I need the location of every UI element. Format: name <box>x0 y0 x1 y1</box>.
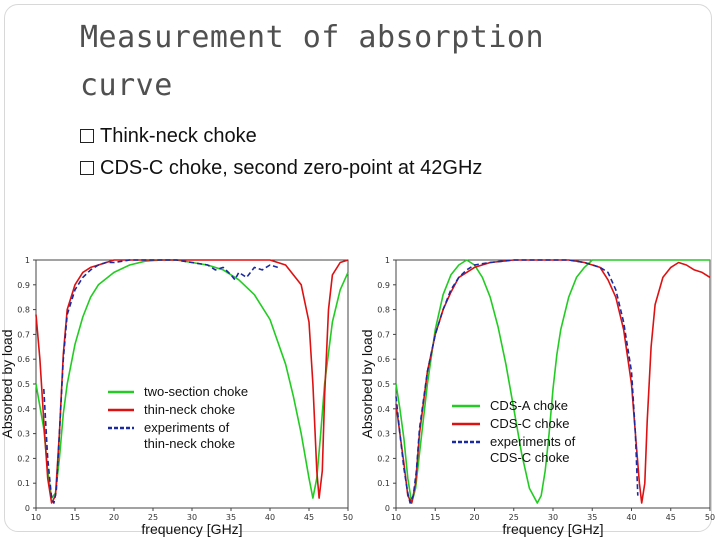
legend-label: thin-neck choke <box>144 402 235 417</box>
y-tick-label: 0.7 <box>17 330 30 339</box>
series-line-0 <box>35 259 349 499</box>
y-tick-label: 1 <box>385 256 390 265</box>
bullet-list: Think-neck choke CDS-C choke, second zer… <box>80 120 482 184</box>
y-tick-label: 0.7 <box>377 330 390 339</box>
x-tick-label: 15 <box>430 513 440 522</box>
legend-label: CDS-C choke <box>490 416 569 431</box>
legend-label: two-section choke <box>144 384 248 399</box>
x-tick-label: 10 <box>391 513 401 522</box>
bullet-text: CDS-C choke, second zero-point at 42GHz <box>100 156 483 179</box>
y-tick-label: 0.3 <box>17 430 30 439</box>
legend-label: CDS-C choke <box>490 450 569 465</box>
title-line-2: curve <box>80 68 173 103</box>
x-tick-label: 10 <box>31 513 41 522</box>
y-axis-title: Absorbed by load <box>360 330 375 439</box>
series-line-2 <box>395 259 639 504</box>
x-tick-label: 30 <box>187 513 197 522</box>
title-line-1: Measurement of absorption <box>80 20 545 55</box>
x-tick-label: 25 <box>148 513 158 522</box>
legend-label: CDS-A choke <box>490 398 568 413</box>
checkbox-bullet-icon <box>80 129 94 143</box>
y-tick-label: 0.6 <box>377 355 390 364</box>
series-line-1 <box>35 259 349 504</box>
chart-thin-neck: 1 0.9 0.8 0.7 0.6 0.5 0.4 0.3 0.2 0.1 0 10 15 20 25 30 3… <box>0 248 360 540</box>
checkbox-bullet-icon <box>80 161 94 175</box>
y-tick-label: 1 <box>25 256 30 265</box>
x-tick-label: 20 <box>469 513 479 522</box>
bullet-item: Think-neck choke <box>80 120 482 152</box>
y-tick-label: 0.5 <box>17 380 30 389</box>
x-tick-label: 45 <box>304 513 314 522</box>
bullet-item: CDS-C choke, second zero-point at 42GHz <box>80 152 482 184</box>
x-tick-label: 40 <box>265 513 275 522</box>
y-tick-label: 0.9 <box>377 281 390 290</box>
y-tick-label: 0.5 <box>377 380 390 389</box>
x-tick-label: 35 <box>587 513 597 522</box>
x-tick-label: 50 <box>705 513 715 522</box>
legend-label: thin-neck choke <box>144 436 235 451</box>
x-tick-label: 20 <box>109 513 119 522</box>
x-axis-title: frequency [GHz] <box>141 521 242 537</box>
series-line-2 <box>43 259 279 504</box>
y-axis-title: Absorbed by load <box>0 330 15 439</box>
bullet-text: Think-neck choke <box>100 124 257 147</box>
x-tick-label: 15 <box>70 513 80 522</box>
y-tick-label: 0.8 <box>377 306 390 315</box>
chart-svg: 1 0.9 0.8 0.7 0.6 0.5 0.4 0.3 0.2 0.1 010 15 20 25 30 3… <box>360 256 715 537</box>
y-tick-label: 0.4 <box>377 405 390 414</box>
y-tick-label: 0 <box>385 504 390 513</box>
y-tick-label: 0.1 <box>17 479 30 488</box>
y-tick-label: 0.2 <box>377 454 390 463</box>
x-tick-label: 30 <box>548 513 558 522</box>
y-tick-label: 0.4 <box>17 405 30 414</box>
x-tick-label: 40 <box>626 513 636 522</box>
y-tick-label: 0.1 <box>377 479 390 488</box>
chart-cds: 1 0.9 0.8 0.7 0.6 0.5 0.4 0.3 0.2 0.1 0 10 15 20 25 30 3… <box>360 248 720 540</box>
chart-svg: 1 0.9 0.8 0.7 0.6 0.5 0.4 0.3 0.2 0.1 010 15 20 25 30 3… <box>0 256 353 537</box>
legend-label: experiments of <box>144 420 230 435</box>
slide-title: Measurement of absorption curve <box>80 14 680 110</box>
x-axis-title: frequency [GHz] <box>502 521 603 537</box>
slide-frame <box>4 4 712 532</box>
x-tick-label: 50 <box>343 513 353 522</box>
x-tick-label: 25 <box>509 513 519 522</box>
y-tick-label: 0 <box>25 504 30 513</box>
y-tick-label: 0.6 <box>17 355 30 364</box>
y-tick-label: 0.3 <box>377 430 390 439</box>
y-tick-label: 0.2 <box>17 454 30 463</box>
y-tick-label: 0.8 <box>17 306 30 315</box>
series-line-0 <box>395 259 710 504</box>
legend-label: experiments of <box>490 434 576 449</box>
y-tick-label: 0.9 <box>17 281 30 290</box>
x-tick-label: 45 <box>666 513 676 522</box>
x-tick-label: 35 <box>226 513 236 522</box>
